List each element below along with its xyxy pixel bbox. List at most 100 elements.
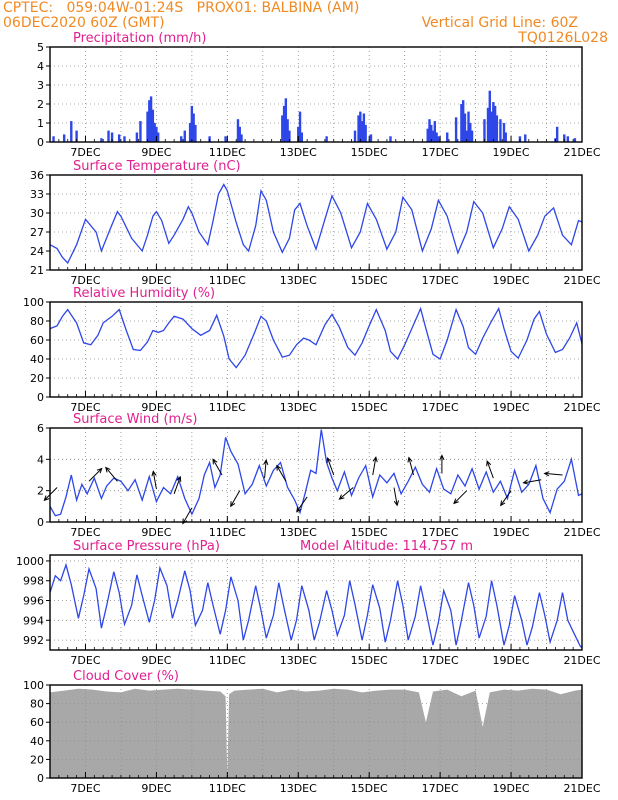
wind-arrow-head xyxy=(439,454,445,461)
x-tick-label: 7DEC xyxy=(70,146,100,159)
wind-arrow-head xyxy=(230,501,236,508)
x-tick-label: 21DEC xyxy=(563,654,600,667)
precip-bar xyxy=(325,136,328,142)
precip-bar xyxy=(183,130,186,142)
y-tick-label: 0 xyxy=(37,136,44,149)
x-tick-label: 13DEC xyxy=(280,526,317,539)
precip-bar xyxy=(437,136,440,142)
x-tick-label: 9DEC xyxy=(141,782,171,795)
panel-title: Relative Humidity (%) xyxy=(73,286,215,301)
precip-bar xyxy=(192,113,195,142)
wind-arrow-shaft xyxy=(152,471,157,490)
header: CPTEC: 059:04W-01:24S PROX01: BALBINA (A… xyxy=(0,0,618,46)
y-tick-label: 5 xyxy=(37,41,44,54)
y-tick-label: 80 xyxy=(30,315,44,328)
precip-bar xyxy=(360,121,364,142)
x-tick-label: 21DEC xyxy=(563,274,600,287)
wind-arrow xyxy=(543,471,563,477)
y-tick-label: 996 xyxy=(23,595,44,608)
precip-bar xyxy=(297,126,300,142)
y-tick-label: 994 xyxy=(23,614,44,627)
wind-arrow-shaft xyxy=(500,490,512,506)
wind-arrow-head xyxy=(407,456,413,463)
wind-arrow xyxy=(88,467,103,482)
precip-bar xyxy=(224,136,227,142)
x-tick-label: 7DEC xyxy=(70,782,100,795)
precip-bar xyxy=(426,128,429,142)
x-tick-label: 15DEC xyxy=(351,146,388,159)
wind-arrow-shaft xyxy=(212,459,223,476)
wind-arrow xyxy=(522,479,542,485)
precip-bar xyxy=(156,132,160,142)
wind-arrow-head xyxy=(212,458,218,465)
x-tick-label: 15DEC xyxy=(351,401,388,414)
wind-arrow-shaft xyxy=(105,467,118,482)
wind-arrow-head xyxy=(263,459,269,466)
precip-bar xyxy=(369,134,373,142)
humidity-line xyxy=(50,306,582,369)
panel-pressure: Surface Pressure (hPa) Model Altitude: 11… xyxy=(16,539,601,667)
wind-arrow xyxy=(486,460,494,479)
precip-bar xyxy=(435,132,438,142)
header-station: CPTEC: 059:04W-01:24S PROX01: BALBINA (A… xyxy=(3,0,360,16)
wind-arrow-head xyxy=(151,470,157,477)
header-grid-info: Vertical Grid Line: 60Z xyxy=(421,15,578,31)
x-tick-label: 7DEC xyxy=(70,274,100,287)
precip-bar xyxy=(107,130,110,142)
wind-arrow-shaft xyxy=(372,457,377,476)
y-tick-label: 30 xyxy=(30,207,44,220)
wind-arrow xyxy=(182,507,193,525)
precip-bar xyxy=(70,121,73,142)
header-model: TQ0126L028 xyxy=(518,30,608,46)
wind-arrow-head xyxy=(296,506,302,513)
x-tick-label: 19DEC xyxy=(493,146,530,159)
wind-arrow xyxy=(407,456,415,476)
x-tick-label: 15DEC xyxy=(351,782,388,795)
y-tick-label: 20 xyxy=(30,753,44,766)
panel-temperature: Surface Temperature (nC) 21 24 27 30 33 36 7DEC… xyxy=(30,159,601,287)
x-tick-label: 9DEC xyxy=(141,274,171,287)
x-tick-label: 7DEC xyxy=(70,526,100,539)
wind-arrow xyxy=(43,487,58,502)
y-tick-label: 33 xyxy=(30,188,44,201)
wind-arrow-shaft xyxy=(230,490,241,507)
y-tick-label: 1000 xyxy=(16,555,44,568)
y-tick-label: 0 xyxy=(37,391,44,404)
precip-bar xyxy=(465,130,468,142)
x-tick-label: 21DEC xyxy=(563,526,600,539)
precip-bar xyxy=(180,136,183,142)
x-tick-label: 21DEC xyxy=(563,401,600,414)
y-tick-label: 40 xyxy=(30,353,44,366)
x-tick-label: 11DEC xyxy=(209,401,246,414)
wind-arrow xyxy=(338,487,354,500)
y-tick-label: 36 xyxy=(30,169,44,182)
precip-bar xyxy=(117,134,121,142)
wind-arrow xyxy=(105,466,118,482)
precip-bar xyxy=(431,130,435,142)
precip-bar xyxy=(298,111,302,142)
precip-bar xyxy=(490,111,493,142)
wind-arrow-shaft xyxy=(44,487,58,501)
wind-arrow-head xyxy=(522,479,529,485)
panel-frame xyxy=(49,301,583,398)
wind-arrow-shaft xyxy=(173,476,181,494)
x-tick-label: 9DEC xyxy=(141,654,171,667)
wind-arrow-head xyxy=(543,471,550,477)
x-tick-label: 17DEC xyxy=(422,146,459,159)
x-tick-label: 19DEC xyxy=(493,274,530,287)
wind-arrow-shaft xyxy=(296,496,308,512)
x-tick-label: 19DEC xyxy=(493,401,530,414)
x-tick-label: 13DEC xyxy=(280,146,317,159)
wind-arrow-head xyxy=(372,456,378,463)
x-tick-label: 15DEC xyxy=(351,526,388,539)
precip-bar xyxy=(146,111,149,142)
wind-arrow-shaft xyxy=(276,465,287,482)
precip-bar xyxy=(495,115,499,142)
x-tick-label: 17DEC xyxy=(422,654,459,667)
y-tick-label: 20 xyxy=(30,372,44,385)
precip-bar xyxy=(100,138,103,142)
wind-arrow xyxy=(296,496,308,513)
y-tick-label: 80 xyxy=(30,698,44,711)
precip-bar xyxy=(469,123,472,142)
panel-cloud: Cloud Cover (%) 0 20 40 60 80 100 7DEC 9DEC 11DEC… xyxy=(23,669,601,795)
